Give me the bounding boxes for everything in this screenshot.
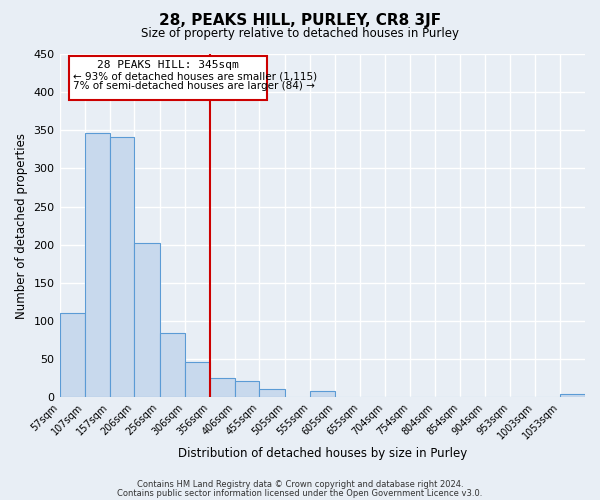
Text: 7% of semi-detached houses are larger (84) →: 7% of semi-detached houses are larger (8… <box>73 82 314 92</box>
Bar <box>110 137 134 398</box>
Bar <box>160 334 185 398</box>
Bar <box>235 380 259 398</box>
Bar <box>59 314 85 398</box>
Text: 28 PEAKS HILL: 345sqm: 28 PEAKS HILL: 345sqm <box>97 60 239 70</box>
Text: ← 93% of detached houses are smaller (1,115): ← 93% of detached houses are smaller (1,… <box>73 72 317 82</box>
Text: 28, PEAKS HILL, PURLEY, CR8 3JF: 28, PEAKS HILL, PURLEY, CR8 3JF <box>159 12 441 28</box>
Bar <box>68 56 267 100</box>
Bar <box>185 362 210 398</box>
X-axis label: Distribution of detached houses by size in Purley: Distribution of detached houses by size … <box>178 447 467 460</box>
Bar <box>560 394 585 398</box>
Bar <box>210 378 235 398</box>
Bar <box>85 132 110 398</box>
Y-axis label: Number of detached properties: Number of detached properties <box>15 132 28 318</box>
Text: Contains HM Land Registry data © Crown copyright and database right 2024.: Contains HM Land Registry data © Crown c… <box>137 480 463 489</box>
Bar <box>134 242 160 398</box>
Text: Size of property relative to detached houses in Purley: Size of property relative to detached ho… <box>141 28 459 40</box>
Text: Contains public sector information licensed under the Open Government Licence v3: Contains public sector information licen… <box>118 488 482 498</box>
Bar <box>310 392 335 398</box>
Bar <box>259 389 284 398</box>
